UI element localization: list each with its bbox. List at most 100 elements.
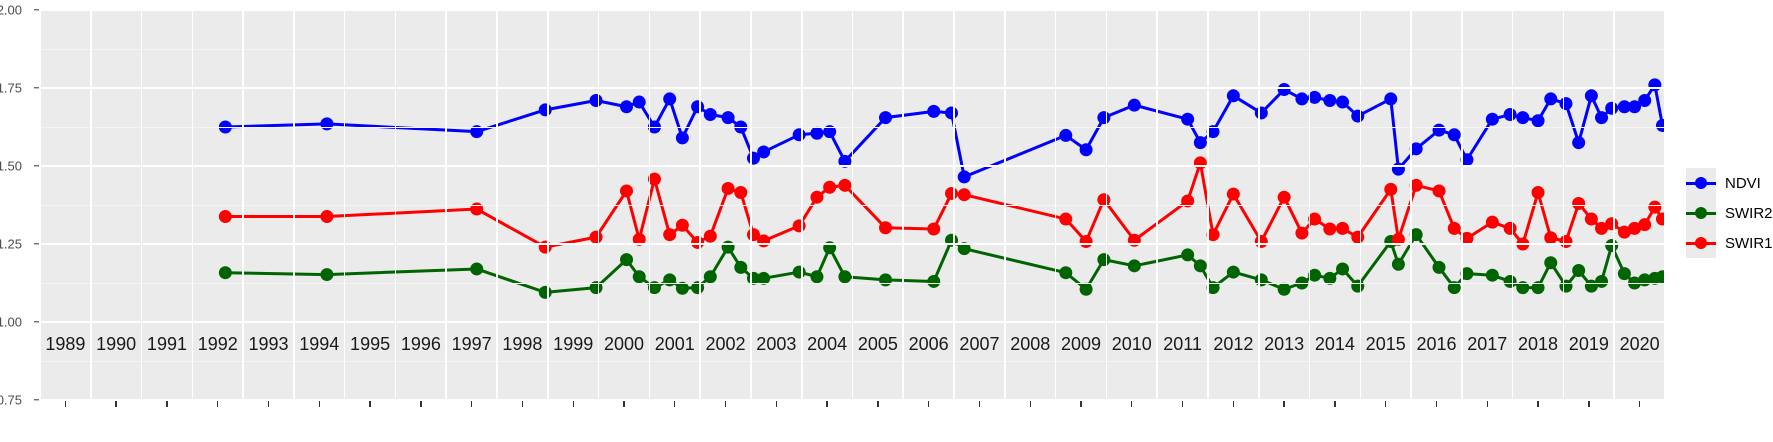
- data-point: [647, 172, 661, 186]
- data-point: [620, 100, 634, 114]
- data-point: [927, 104, 941, 118]
- x-gridline-major: [40, 10, 41, 400]
- data-point: [945, 186, 959, 200]
- y-axis-tick-mark: [34, 321, 39, 323]
- data-point: [470, 202, 484, 216]
- x-axis-tick-label: 1992: [197, 334, 238, 354]
- data-point: [703, 229, 717, 243]
- x-gridline-major: [1308, 10, 1311, 400]
- x-axis-tick-mark: [1537, 401, 1539, 407]
- data-point: [1384, 182, 1398, 196]
- data-point: [927, 222, 941, 236]
- data-point: [1336, 262, 1350, 276]
- data-point: [792, 219, 806, 233]
- data-point: [1277, 282, 1291, 296]
- data-point: [663, 273, 677, 287]
- x-axis-tick-mark: [1435, 401, 1438, 407]
- data-point: [1059, 212, 1073, 226]
- legend-key-icon: [1686, 198, 1716, 228]
- data-point: [1617, 100, 1631, 114]
- data-point: [1323, 271, 1337, 285]
- x-axis-tick-label: 2014: [1314, 334, 1355, 354]
- x-axis-tick-mark: [1486, 401, 1488, 407]
- x-gridline-major: [547, 10, 549, 400]
- data-point: [675, 131, 689, 145]
- x-axis-tick-mark: [217, 401, 219, 407]
- data-point: [538, 285, 552, 299]
- data-point: [1605, 217, 1619, 231]
- data-point: [1059, 128, 1073, 142]
- data-point: [838, 178, 852, 192]
- data-point: [1572, 196, 1586, 210]
- data-point: [792, 265, 806, 279]
- data-point: [1391, 232, 1405, 246]
- x-gridline-major: [1461, 10, 1463, 400]
- data-point: [1503, 108, 1517, 122]
- x-gridline-major: [445, 10, 448, 400]
- data-point: [632, 270, 646, 284]
- data-point: [1485, 215, 1499, 229]
- x-axis-tick-mark: [674, 401, 676, 407]
- x-axis-tick-label: 2000: [603, 334, 645, 354]
- series-line: [223, 83, 1664, 179]
- data-point: [1503, 274, 1517, 288]
- data-point: [945, 233, 959, 247]
- x-axis-tick-mark: [1385, 401, 1387, 407]
- y-axis-tick-label: 2.00: [0, 2, 22, 18]
- x-axis-tick-mark: [318, 401, 320, 407]
- data-point: [1617, 225, 1631, 239]
- data-point: [1206, 125, 1220, 139]
- data-point: [1181, 194, 1195, 208]
- data-point: [675, 281, 689, 295]
- data-point: [1277, 83, 1291, 97]
- x-axis-tick-label: 1989: [45, 334, 86, 354]
- data-point: [1544, 231, 1558, 245]
- data-point: [1638, 218, 1652, 232]
- x-axis-tick-mark: [1588, 401, 1590, 407]
- legend-key-icon: [1686, 168, 1716, 198]
- x-gridline-major: [496, 10, 498, 400]
- x-axis-tick-label: 2002: [705, 334, 746, 354]
- legend-item-ndvi[interactable]: NDVI: [1686, 168, 1772, 198]
- y-axis-tick-label: 1.25: [0, 236, 22, 252]
- y-axis-tick-label: 1.75: [0, 80, 22, 96]
- data-point: [757, 271, 771, 285]
- x-axis-tick-label: 2019: [1568, 334, 1609, 354]
- data-point: [1432, 184, 1446, 198]
- x-gridline-major: [89, 10, 92, 400]
- x-gridline-major: [343, 10, 346, 400]
- x-gridline-major: [851, 10, 854, 400]
- data-point: [1460, 153, 1474, 167]
- data-point: [757, 234, 771, 248]
- data-point: [320, 210, 334, 224]
- data-point: [620, 184, 634, 198]
- x-gridline-major: [1004, 10, 1006, 400]
- y-axis-tick-label: 1.00: [0, 314, 22, 330]
- data-point: [1638, 93, 1652, 107]
- x-axis-tick-label: 1998: [502, 334, 543, 354]
- data-point: [1648, 200, 1662, 214]
- x-axis-tick-label: 2010: [1111, 334, 1152, 354]
- data-point: [757, 145, 771, 159]
- legend-item-swir1[interactable]: SWIR1: [1686, 228, 1773, 258]
- data-point: [1447, 221, 1461, 235]
- x-axis-tick-mark: [267, 401, 270, 407]
- x-axis-tick-mark: [1232, 401, 1235, 407]
- data-point: [320, 117, 334, 131]
- x-axis-tick-label: 1993: [248, 334, 289, 354]
- x-axis-tick-label: 2013: [1264, 334, 1305, 354]
- x-axis-tick-mark: [1283, 401, 1285, 407]
- x-gridline-major: [1511, 10, 1514, 400]
- data-point: [1409, 228, 1423, 242]
- data-point: [1432, 260, 1446, 274]
- data-point: [1254, 106, 1268, 120]
- data-point: [1460, 231, 1474, 245]
- data-point: [879, 273, 893, 287]
- x-gridline-major: [1562, 10, 1565, 400]
- data-point: [879, 111, 893, 125]
- data-point: [1193, 136, 1207, 150]
- data-point: [1655, 212, 1665, 226]
- legend-item-swir2[interactable]: SWIR2: [1686, 198, 1773, 228]
- x-gridline-major: [1410, 10, 1412, 400]
- x-axis-tick-label: 2009: [1060, 334, 1102, 354]
